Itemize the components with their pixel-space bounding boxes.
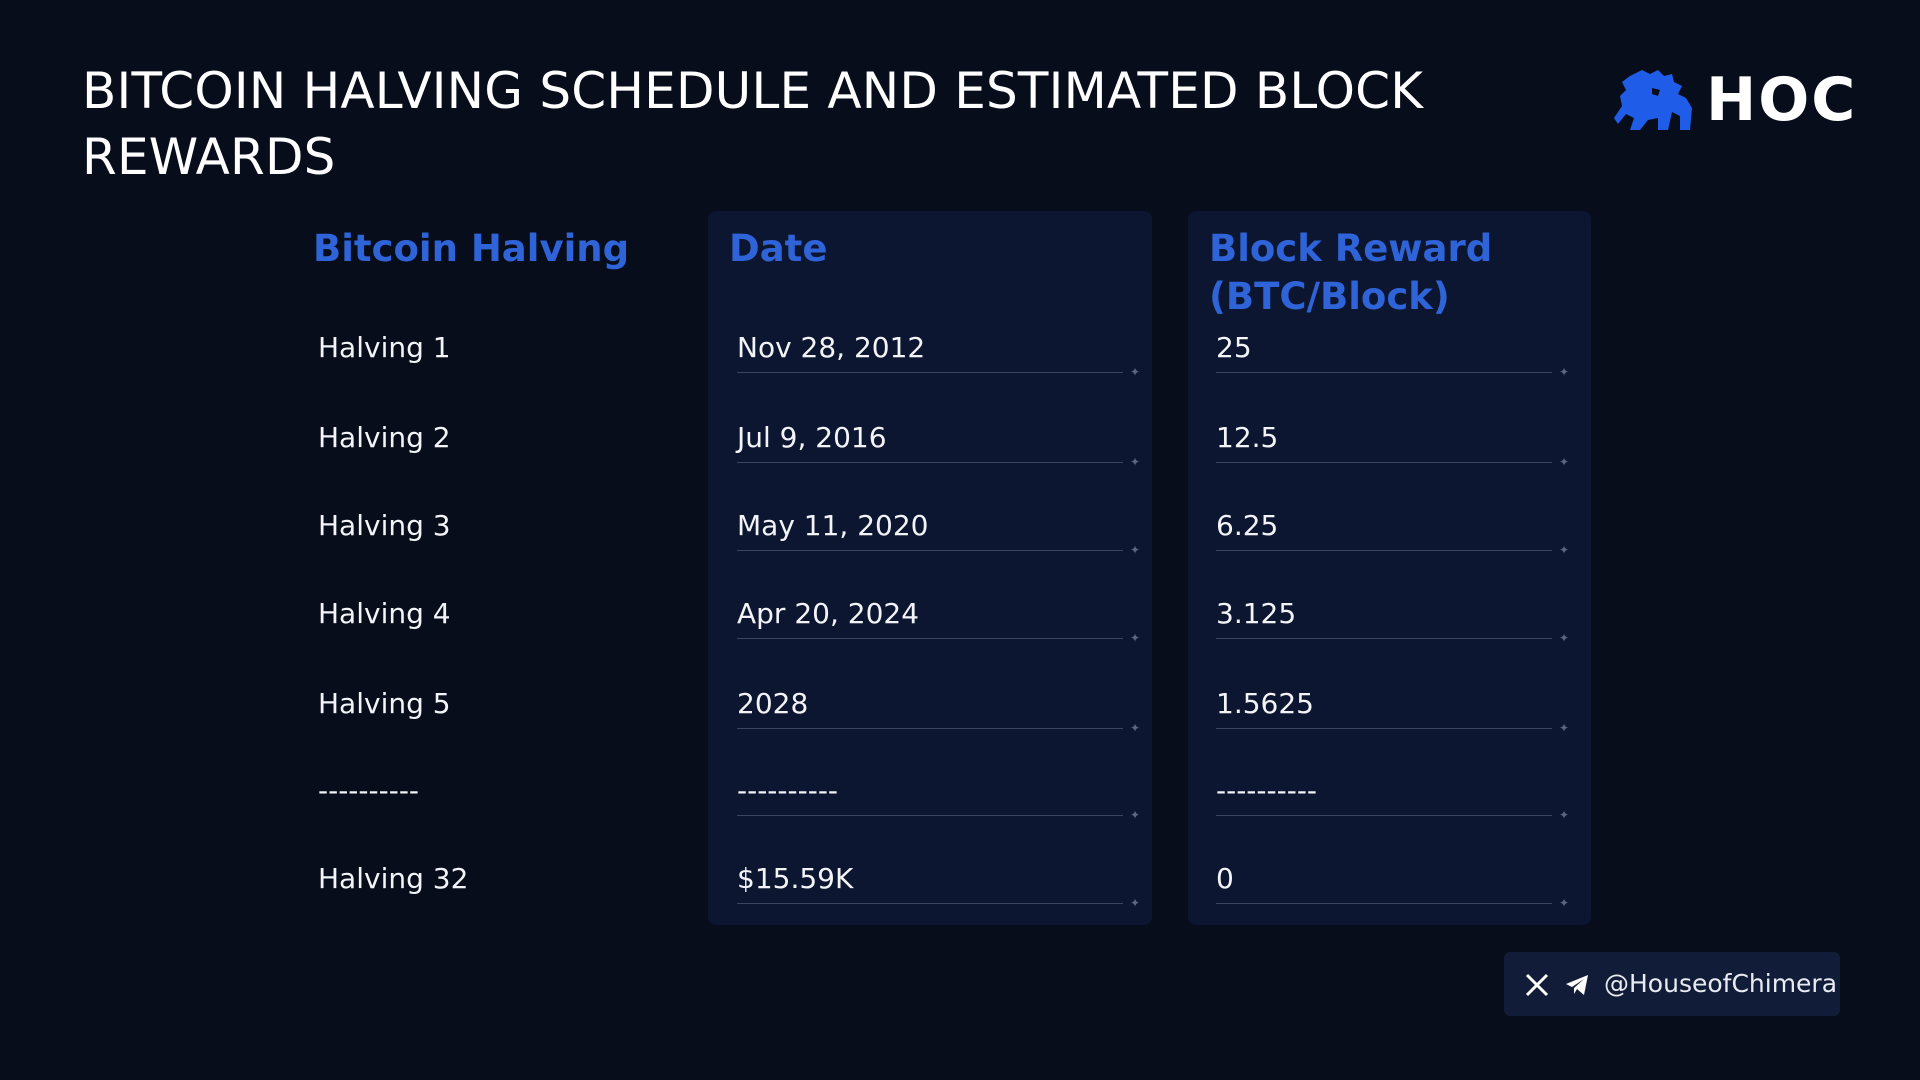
row-divider	[1216, 815, 1552, 816]
row-divider	[737, 728, 1123, 729]
x-icon[interactable]	[1524, 972, 1550, 998]
sparkle-icon: ✦	[1559, 631, 1570, 645]
table-cell-reward: 25	[1216, 331, 1252, 364]
row-divider	[737, 550, 1123, 551]
sparkle-icon: ✦	[1130, 631, 1141, 645]
sparkle-icon: ✦	[1559, 896, 1570, 910]
sparkle-icon: ✦	[1130, 896, 1141, 910]
row-divider	[1216, 903, 1552, 904]
sparkle-icon: ✦	[1559, 721, 1570, 735]
lion-icon	[1614, 70, 1692, 130]
row-divider	[737, 372, 1123, 373]
logo-text: HOC	[1706, 65, 1858, 135]
page-title: BITCOIN HALVING SCHEDULE AND ESTIMATED B…	[82, 62, 1424, 186]
sparkle-icon: ✦	[1130, 721, 1141, 735]
table-cell-date: $15.59K	[737, 862, 854, 895]
row-divider	[1216, 550, 1552, 551]
table-cell-reward: 3.125	[1216, 597, 1297, 630]
table-cell-reward: 1.5625	[1216, 687, 1314, 720]
table-cell-date: Apr 20, 2024	[737, 597, 920, 630]
sparkle-icon: ✦	[1130, 455, 1141, 469]
table-cell-date: Nov 28, 2012	[737, 331, 926, 364]
reward-column-panel	[1188, 211, 1591, 925]
table-cell-halving: Halving 1	[318, 331, 451, 364]
row-divider	[737, 462, 1123, 463]
sparkle-icon: ✦	[1559, 808, 1570, 822]
telegram-icon[interactable]	[1564, 972, 1590, 998]
sparkle-icon: ✦	[1130, 365, 1141, 379]
table-cell-halving: Halving 2	[318, 421, 451, 454]
row-divider	[737, 638, 1123, 639]
sparkle-icon: ✦	[1559, 543, 1570, 557]
sparkle-icon: ✦	[1559, 365, 1570, 379]
table-cell-reward: ----------	[1216, 774, 1318, 807]
table-cell-halving: Halving 3	[318, 509, 451, 542]
table-cell-halving: Halving 4	[318, 597, 451, 630]
header-date: Date	[729, 227, 828, 270]
table-cell-date: 2028	[737, 687, 809, 720]
row-divider	[1216, 638, 1552, 639]
table-cell-reward: 12.5	[1216, 421, 1279, 454]
header-block-reward: Block Reward (BTC/Block)	[1209, 227, 1493, 318]
sparkle-icon: ✦	[1130, 808, 1141, 822]
social-handle[interactable]: @HouseofChimera	[1604, 969, 1838, 998]
header-bitcoin-halving: Bitcoin Halving	[313, 227, 630, 270]
table-cell-halving: Halving 32	[318, 862, 469, 895]
row-divider	[1216, 462, 1552, 463]
sparkle-icon: ✦	[1130, 543, 1141, 557]
row-divider	[1216, 728, 1552, 729]
hoc-logo: HOC	[1612, 66, 1855, 134]
row-divider	[737, 815, 1123, 816]
table-cell-date: ----------	[737, 774, 839, 807]
table-cell-reward: 6.25	[1216, 509, 1279, 542]
row-divider	[737, 903, 1123, 904]
social-badge[interactable]: @HouseofChimera	[1504, 952, 1840, 1016]
sparkle-icon: ✦	[1559, 455, 1570, 469]
date-column-panel	[708, 211, 1152, 925]
table-cell-date: Jul 9, 2016	[737, 421, 887, 454]
table-cell-halving: Halving 5	[318, 687, 451, 720]
table-cell-date: May 11, 2020	[737, 509, 929, 542]
table-cell-reward: 0	[1216, 862, 1234, 895]
table-cell-halving: ----------	[318, 774, 420, 807]
row-divider	[1216, 372, 1552, 373]
